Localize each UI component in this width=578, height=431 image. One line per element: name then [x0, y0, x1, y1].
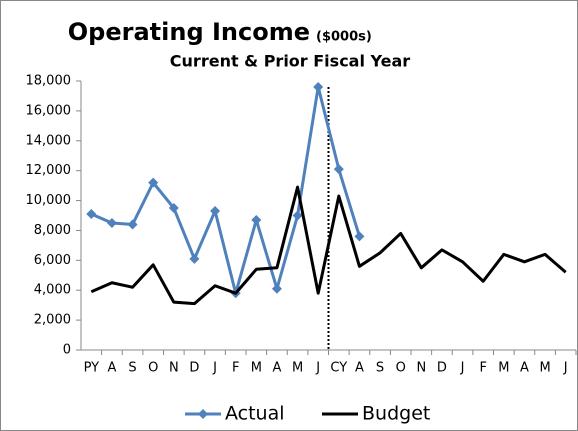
point-marker	[168, 203, 179, 214]
y-tick-label: 6,000	[34, 253, 71, 268]
x-tick-label: A	[272, 361, 281, 376]
legend-marker	[198, 409, 208, 419]
x-tick-label: J	[315, 361, 320, 376]
x-tick-label: S	[128, 361, 136, 376]
x-tick-label: A	[520, 361, 529, 376]
series-line	[90, 85, 361, 295]
chart-subtitle: Current & Prior Fiscal Year	[170, 52, 410, 71]
x-tick-label: F	[479, 361, 486, 376]
x-tick-label: J	[212, 361, 217, 376]
chart-title-unit: ($000s)	[316, 30, 372, 45]
y-tick-label: 4,000	[34, 283, 71, 298]
point-marker	[210, 206, 221, 217]
x-tick-label: S	[376, 361, 384, 376]
point-marker	[271, 283, 282, 294]
point-marker	[313, 81, 324, 92]
point-marker	[251, 214, 262, 225]
point-marker	[127, 219, 138, 230]
x-tick-label: A	[355, 361, 364, 376]
legend-label: Actual	[225, 403, 285, 425]
x-tick-label: PY	[84, 361, 100, 376]
y-tick-label: 16,000	[26, 103, 72, 118]
x-tick-label: CY	[330, 361, 347, 376]
point-marker	[86, 209, 97, 220]
y-tick-label: 18,000	[26, 74, 72, 89]
x-tick-label: N	[416, 361, 426, 376]
x-tick-label: A	[107, 361, 116, 376]
point-marker	[333, 164, 344, 175]
x-tick-label: O	[148, 361, 158, 376]
point-marker	[148, 177, 159, 188]
x-tick-label: J	[460, 361, 465, 376]
y-tick-label: 8,000	[34, 223, 71, 238]
point-marker	[354, 231, 365, 242]
y-tick-label: 0	[63, 343, 71, 358]
x-tick-label: N	[169, 361, 179, 376]
legend-label: Budget	[362, 403, 430, 425]
series-line	[90, 185, 567, 306]
y-tick-label: 12,000	[26, 163, 72, 178]
x-tick-label: O	[396, 361, 406, 376]
point-marker	[189, 253, 200, 264]
x-tick-label: J	[563, 361, 568, 376]
y-tick-label: 10,000	[26, 193, 72, 208]
x-tick-label: M	[539, 361, 550, 376]
x-tick-label: M	[292, 361, 303, 376]
x-tick-label: M	[498, 361, 509, 376]
x-tick-label: D	[437, 361, 447, 376]
x-tick-label: F	[232, 361, 239, 376]
x-tick-label: D	[189, 361, 199, 376]
point-marker	[292, 210, 303, 221]
point-marker	[106, 217, 117, 228]
y-tick-label: 14,000	[26, 133, 72, 148]
chart-title: Operating Income	[68, 18, 310, 46]
x-tick-label: M	[251, 361, 262, 376]
y-tick-label: 2,000	[34, 313, 71, 328]
